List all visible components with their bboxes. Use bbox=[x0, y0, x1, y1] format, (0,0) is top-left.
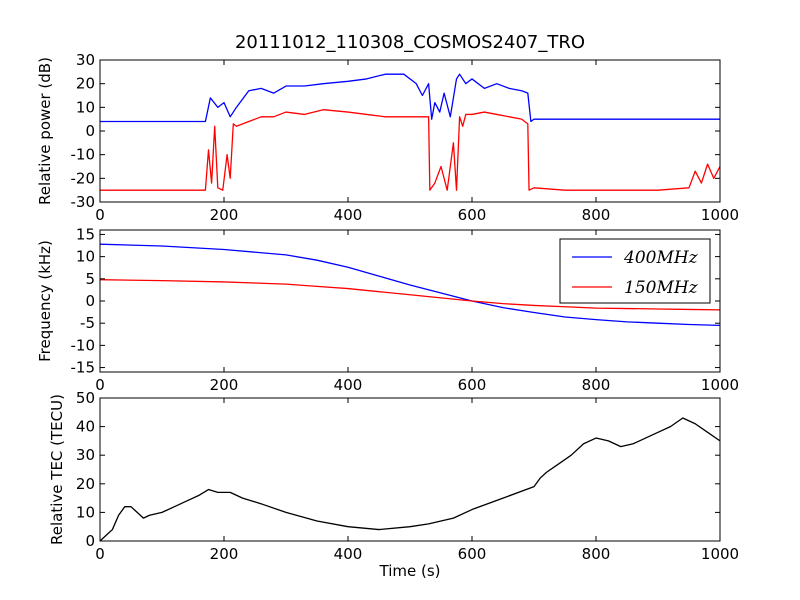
y-tick-label: -20 bbox=[71, 169, 96, 187]
y-tick-label: 30 bbox=[76, 446, 95, 464]
x-tick-label: 0 bbox=[95, 376, 105, 394]
x-tick-label: 200 bbox=[210, 376, 239, 394]
x-tick-label: 400 bbox=[334, 545, 363, 563]
x-tick-label: 1000 bbox=[701, 206, 739, 224]
x-tick-label: 200 bbox=[210, 206, 239, 224]
x-tick-label: 400 bbox=[334, 206, 363, 224]
y-axis-label: Relative power (dB) bbox=[36, 57, 54, 205]
series-line-power-1 bbox=[100, 109, 720, 191]
y-tick-label: 0 bbox=[85, 292, 95, 310]
legend-label: 150MHz bbox=[624, 278, 699, 298]
y-tick-label: 30 bbox=[76, 51, 95, 69]
y-tick-label: 5 bbox=[85, 270, 95, 288]
y-tick-label: 10 bbox=[76, 248, 95, 266]
y-axis-label: Frequency (kHz) bbox=[36, 240, 54, 362]
x-tick-label: 200 bbox=[210, 545, 239, 563]
series-line-frequency-0 bbox=[100, 243, 720, 327]
y-tick-label: 15 bbox=[76, 225, 95, 243]
x-tick-label: 600 bbox=[458, 206, 487, 224]
panel-tec: 0 200 400 600 800 1000 0 10 20 30 40 50 Relative TEC… bbox=[48, 389, 739, 580]
legend-label: 400MHz bbox=[623, 248, 699, 268]
y-tick-label: -10 bbox=[71, 146, 96, 164]
legend: 400MHz 150MHz bbox=[559, 238, 711, 304]
x-tick-label: 1000 bbox=[701, 376, 739, 394]
y-tick-label: 20 bbox=[76, 75, 95, 93]
panel-power: 0 200 400 600 800 1000 -30 -20 -10 0 10 20 30 Relativ… bbox=[36, 51, 739, 224]
series-line-power-0 bbox=[100, 73, 720, 123]
y-tick-label: -5 bbox=[80, 314, 95, 332]
series-group bbox=[100, 243, 720, 327]
x-axis-label: Time (s) bbox=[379, 562, 441, 580]
chart-layer: 0 200 400 600 800 1000-30-20-100102030Relativ… bbox=[36, 51, 739, 580]
legend-box bbox=[559, 238, 711, 304]
x-tick-label: 1000 bbox=[701, 545, 739, 563]
y-tick-label: 40 bbox=[76, 418, 95, 436]
y-tick-label: -30 bbox=[71, 193, 96, 211]
x-tick-label: 800 bbox=[582, 545, 611, 563]
axes-frame bbox=[99, 397, 721, 542]
series-line-tec-0 bbox=[100, 417, 720, 541]
y-tick-label: 10 bbox=[76, 503, 95, 521]
y-tick-label: -15 bbox=[71, 359, 96, 377]
series-group bbox=[100, 73, 720, 191]
x-tick-label: 600 bbox=[458, 376, 487, 394]
x-tick-label: 800 bbox=[582, 376, 611, 394]
y-tick-label: -10 bbox=[71, 336, 96, 354]
series-group bbox=[100, 417, 720, 541]
y-tick-label: 0 bbox=[85, 122, 95, 140]
x-tick-label: 400 bbox=[334, 376, 363, 394]
x-tick-label: 0 bbox=[95, 206, 105, 224]
y-tick-label: 0 bbox=[85, 532, 95, 550]
figure-title: 20111012_110308_COSMOS2407_TRO bbox=[235, 32, 585, 53]
series-line-frequency-1 bbox=[100, 279, 720, 311]
y-tick-label: 50 bbox=[76, 389, 95, 407]
x-tick-label: 800 bbox=[582, 206, 611, 224]
x-tick-label: 600 bbox=[458, 545, 487, 563]
y-axis-label: Relative TEC (TECU) bbox=[48, 394, 66, 545]
y-tick-label: 10 bbox=[76, 98, 95, 116]
y-tick-label: 20 bbox=[76, 475, 95, 493]
x-tick-label: 0 bbox=[95, 545, 105, 563]
panel-frequency: 0 200 400 600 800 1000 -15 -10 -5 0 5 10 15 Frequency… bbox=[36, 225, 739, 394]
